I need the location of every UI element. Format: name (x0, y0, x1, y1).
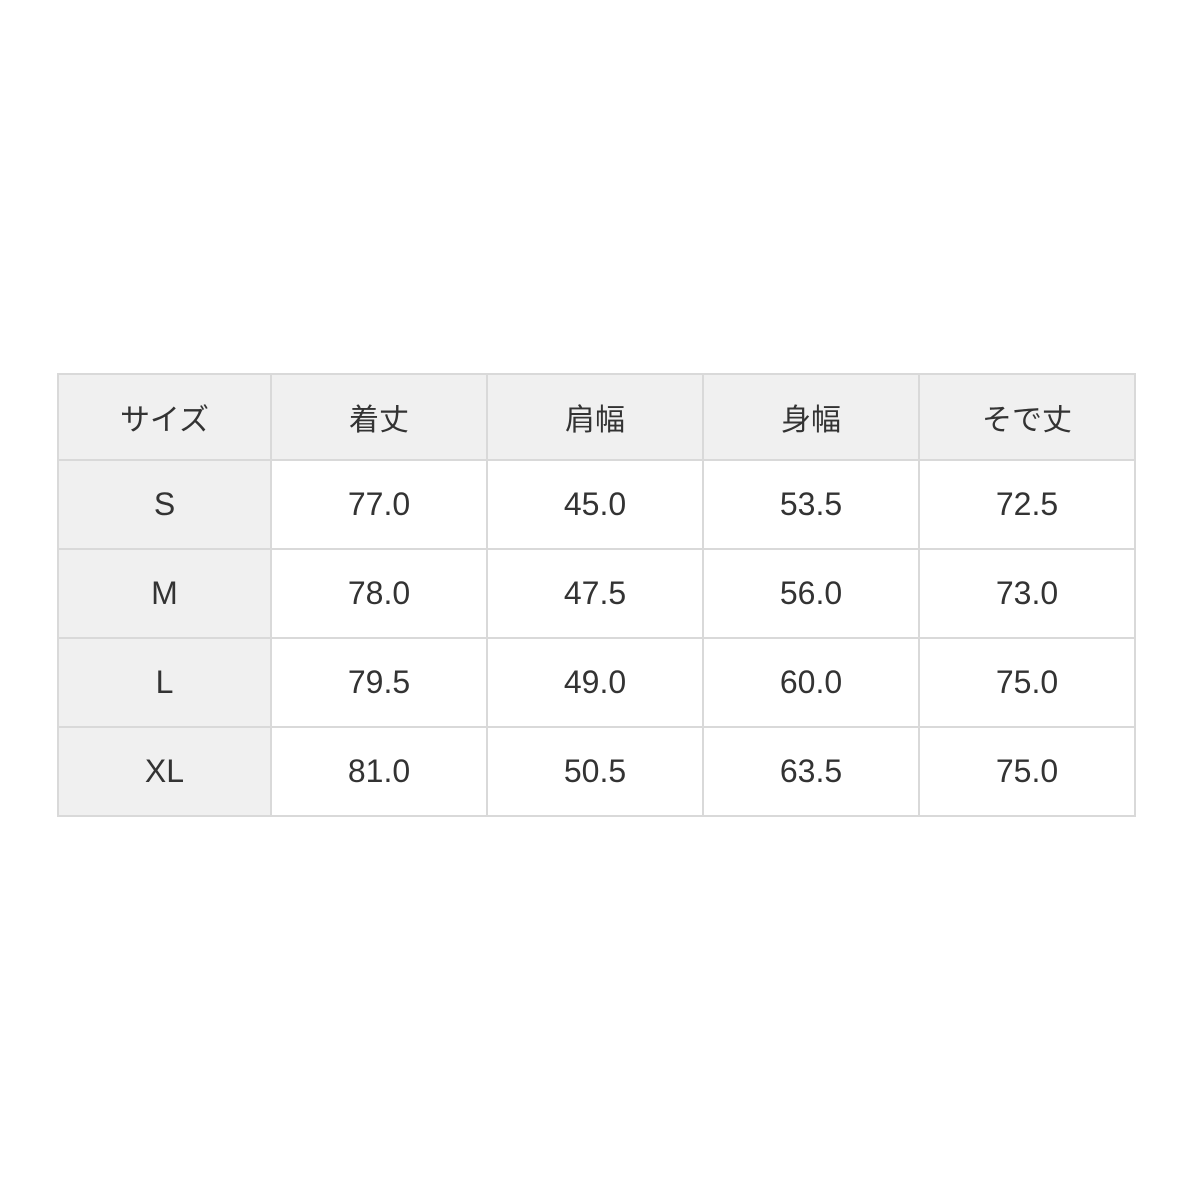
column-header-body-width: 身幅 (702, 373, 920, 461)
cell-sleeve-length: 75.0 (918, 637, 1136, 728)
cell-body-length: 79.5 (270, 637, 488, 728)
cell-body-width: 56.0 (702, 548, 920, 639)
column-header-shoulder-width: 肩幅 (486, 373, 704, 461)
row-label-size: L (57, 637, 272, 728)
table-row-m: M 78.0 47.5 56.0 73.0 (57, 548, 1136, 639)
cell-sleeve-length: 73.0 (918, 548, 1136, 639)
size-chart-container: サイズ 着丈 肩幅 身幅 そで丈 S 77.0 45.0 53.5 72.5 M (57, 373, 1136, 817)
table-row-s: S 77.0 45.0 53.5 72.5 (57, 459, 1136, 550)
cell-sleeve-length: 72.5 (918, 459, 1136, 550)
table-row-l: L 79.5 49.0 60.0 75.0 (57, 637, 1136, 728)
cell-shoulder-width: 50.5 (486, 726, 704, 817)
size-chart-table: サイズ 着丈 肩幅 身幅 そで丈 S 77.0 45.0 53.5 72.5 M (57, 373, 1136, 817)
column-header-body-length: 着丈 (270, 373, 488, 461)
row-label-size: S (57, 459, 272, 550)
cell-body-width: 60.0 (702, 637, 920, 728)
cell-body-length: 81.0 (270, 726, 488, 817)
row-label-size: XL (57, 726, 272, 817)
cell-shoulder-width: 49.0 (486, 637, 704, 728)
cell-shoulder-width: 47.5 (486, 548, 704, 639)
cell-body-width: 63.5 (702, 726, 920, 817)
cell-body-length: 78.0 (270, 548, 488, 639)
column-header-sleeve-length: そで丈 (918, 373, 1136, 461)
header-row: サイズ 着丈 肩幅 身幅 そで丈 (57, 373, 1136, 461)
table-row-xl: XL 81.0 50.5 63.5 75.0 (57, 726, 1136, 817)
cell-body-length: 77.0 (270, 459, 488, 550)
row-label-size: M (57, 548, 272, 639)
column-header-size: サイズ (57, 373, 272, 461)
cell-shoulder-width: 45.0 (486, 459, 704, 550)
cell-sleeve-length: 75.0 (918, 726, 1136, 817)
cell-body-width: 53.5 (702, 459, 920, 550)
